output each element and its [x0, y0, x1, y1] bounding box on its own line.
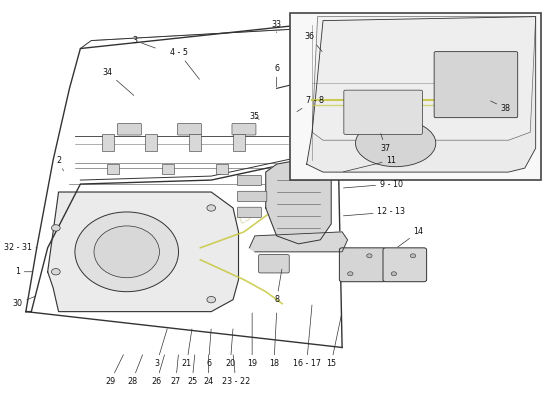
- Text: 1: 1: [15, 267, 32, 276]
- Text: 33: 33: [272, 20, 282, 32]
- Ellipse shape: [94, 226, 160, 278]
- Text: 21: 21: [182, 329, 192, 368]
- Text: 19: 19: [247, 313, 257, 368]
- Text: 20: 20: [226, 329, 235, 368]
- Text: a  parts  lamborghini  parts: a parts lamborghini parts: [81, 209, 255, 310]
- FancyBboxPatch shape: [434, 52, 518, 118]
- Text: 7 - 8: 7 - 8: [297, 96, 324, 112]
- Text: 26: 26: [152, 355, 164, 386]
- Text: 14: 14: [398, 227, 424, 247]
- Text: 3: 3: [154, 329, 167, 368]
- FancyBboxPatch shape: [107, 164, 119, 174]
- Text: 25: 25: [187, 355, 197, 386]
- Polygon shape: [307, 17, 536, 172]
- Circle shape: [391, 272, 397, 276]
- FancyBboxPatch shape: [344, 90, 422, 134]
- Circle shape: [367, 254, 372, 258]
- Text: 6: 6: [274, 64, 279, 87]
- Text: 30: 30: [13, 296, 35, 308]
- Text: 15: 15: [326, 313, 342, 368]
- FancyBboxPatch shape: [258, 255, 289, 273]
- Text: 27: 27: [170, 355, 181, 386]
- FancyBboxPatch shape: [189, 134, 201, 150]
- Text: 2: 2: [56, 156, 63, 171]
- Circle shape: [207, 205, 216, 211]
- FancyBboxPatch shape: [383, 248, 427, 282]
- Text: 11: 11: [343, 156, 396, 172]
- Text: 8: 8: [274, 269, 282, 304]
- Text: 36: 36: [304, 32, 322, 52]
- Text: 4 - 5: 4 - 5: [169, 48, 200, 79]
- Polygon shape: [48, 192, 239, 312]
- Polygon shape: [249, 232, 348, 252]
- Text: 34: 34: [103, 68, 134, 96]
- Text: 16 - 17: 16 - 17: [293, 305, 321, 368]
- FancyBboxPatch shape: [145, 134, 157, 150]
- Text: 32 - 31: 32 - 31: [4, 243, 37, 252]
- FancyBboxPatch shape: [162, 164, 174, 174]
- Text: 29: 29: [105, 355, 123, 386]
- FancyBboxPatch shape: [238, 175, 261, 186]
- FancyBboxPatch shape: [216, 164, 228, 174]
- Circle shape: [52, 268, 60, 275]
- Text: 6: 6: [206, 329, 211, 368]
- Polygon shape: [266, 160, 331, 244]
- Text: 35: 35: [250, 112, 260, 121]
- Ellipse shape: [355, 120, 436, 167]
- Circle shape: [207, 296, 216, 303]
- Text: 18: 18: [269, 313, 279, 368]
- Text: 38: 38: [491, 101, 511, 113]
- Circle shape: [348, 272, 353, 276]
- FancyBboxPatch shape: [339, 248, 386, 282]
- FancyBboxPatch shape: [178, 124, 201, 135]
- Bar: [290, 13, 541, 180]
- Text: 12 - 13: 12 - 13: [344, 208, 405, 216]
- Text: 24: 24: [204, 355, 213, 386]
- FancyBboxPatch shape: [233, 134, 245, 150]
- Polygon shape: [312, 17, 536, 140]
- Ellipse shape: [75, 212, 179, 292]
- Text: 37: 37: [381, 134, 391, 153]
- Circle shape: [295, 96, 302, 101]
- FancyBboxPatch shape: [102, 134, 114, 150]
- Text: 3: 3: [133, 36, 156, 48]
- Text: 9 - 10: 9 - 10: [344, 180, 403, 188]
- Text: 23 - 22: 23 - 22: [222, 355, 250, 386]
- Text: 28: 28: [127, 355, 142, 386]
- FancyBboxPatch shape: [238, 207, 261, 218]
- Circle shape: [52, 225, 60, 231]
- Circle shape: [410, 254, 416, 258]
- FancyBboxPatch shape: [118, 124, 141, 135]
- FancyBboxPatch shape: [238, 191, 267, 202]
- FancyBboxPatch shape: [232, 124, 256, 135]
